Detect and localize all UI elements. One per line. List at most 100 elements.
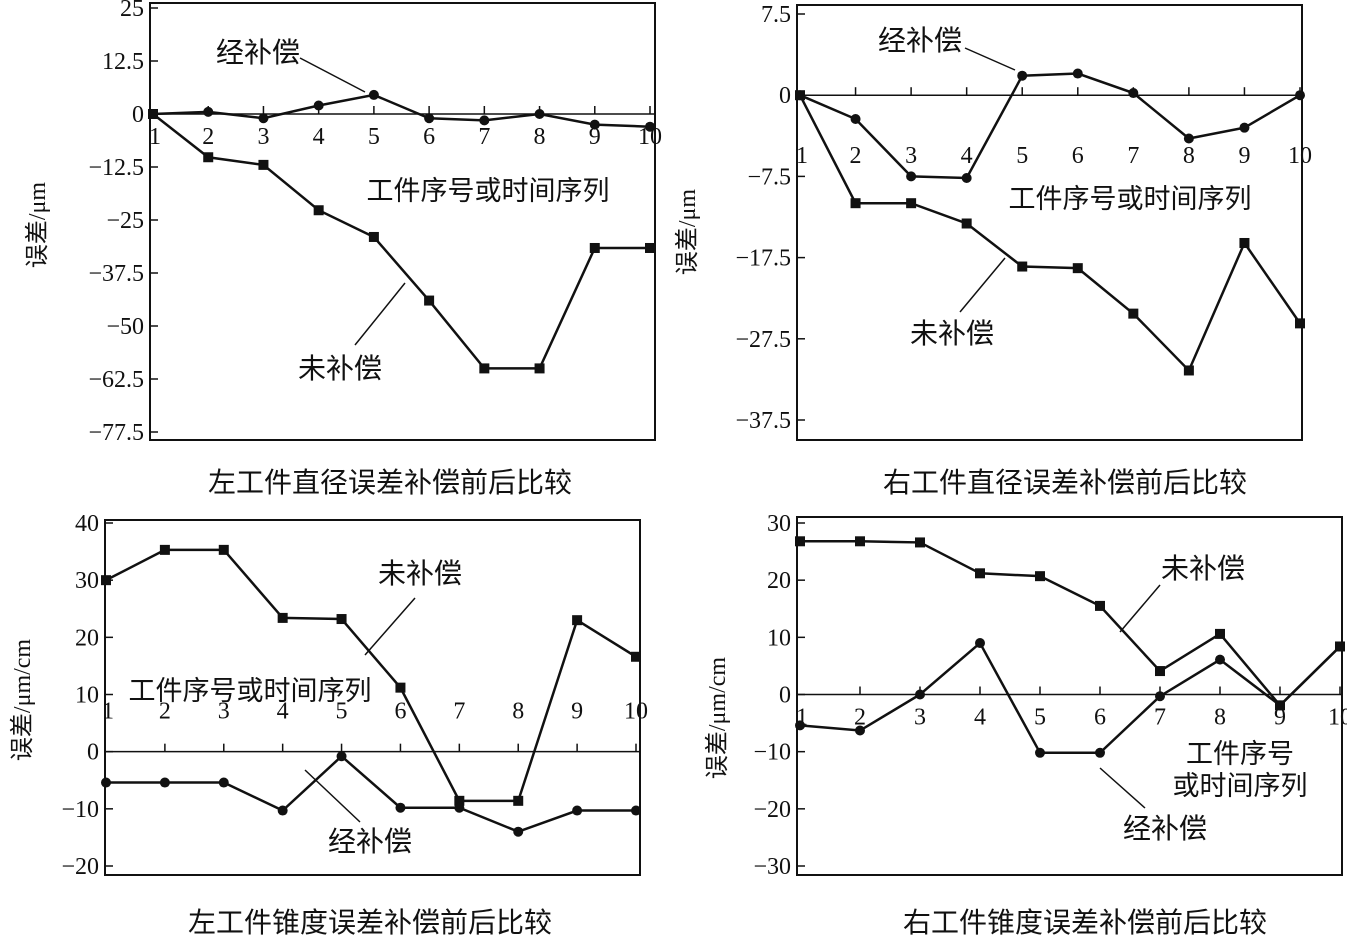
x-tick-label: 10 <box>624 699 648 725</box>
data-point-square <box>424 295 435 306</box>
x-axis-label-line: 工件序号 <box>1186 739 1294 769</box>
series-leader-line <box>1099 767 1146 809</box>
series-line <box>106 754 636 834</box>
data-point-square <box>645 242 655 253</box>
x-tick-label: 2 <box>854 705 866 731</box>
series-line <box>152 113 650 370</box>
plot-frame <box>104 519 641 876</box>
data-point-square <box>159 544 170 555</box>
plot-frame <box>796 516 1343 876</box>
y-axis-label: 误差/μm <box>674 189 701 276</box>
y-tick-label: −7.5 <box>747 164 791 190</box>
data-point-circle <box>218 777 229 788</box>
data-point-square <box>1215 628 1225 639</box>
x-axis-label-line: 或时间序列 <box>1173 771 1308 801</box>
y-tick-label: 30 <box>75 568 99 594</box>
data-point-circle <box>1095 747 1105 758</box>
y-tick-label: 0 <box>779 83 791 109</box>
y-tick-label: 30 <box>767 511 791 537</box>
data-point-circle <box>336 751 347 762</box>
x-tick-label: 1 <box>102 699 114 725</box>
series-leader-line <box>304 769 361 823</box>
y-tick-label: 10 <box>75 683 99 709</box>
y-tick-label: 20 <box>767 568 791 594</box>
x-tick-label: 6 <box>394 699 406 725</box>
data-point-square <box>454 795 465 806</box>
x-tick-label: 4 <box>313 124 325 150</box>
series-label: 经补偿 <box>216 37 300 69</box>
data-point-circle <box>915 689 925 700</box>
series-line <box>152 93 651 128</box>
x-tick-label: 1 <box>149 124 161 150</box>
data-point-square <box>850 198 861 209</box>
x-axis-label: 工件序号或时间序列 <box>1009 184 1252 214</box>
x-axis-label: 工件序号或时间序列 <box>129 676 372 706</box>
data-point-circle <box>1295 90 1305 101</box>
data-point-circle <box>1128 88 1139 99</box>
x-tick-label: 6 <box>423 124 435 150</box>
data-point-square <box>479 363 490 374</box>
x-tick-label: 8 <box>534 124 546 150</box>
x-tick-label: 2 <box>202 124 214 150</box>
series-leader-line <box>354 282 406 346</box>
data-point-square <box>218 544 229 555</box>
y-tick-label: −17.5 <box>735 246 791 272</box>
y-tick-label: 12.5 <box>102 49 144 75</box>
x-tick-label: 5 <box>336 699 348 725</box>
data-point-circle <box>975 638 985 649</box>
data-point-circle <box>1155 691 1165 702</box>
data-point-circle <box>589 119 600 130</box>
data-point-circle <box>203 106 214 117</box>
x-tick-label: 3 <box>218 699 230 725</box>
y-tick-label: −77.5 <box>88 420 144 446</box>
y-tick-label: −50 <box>106 314 144 340</box>
x-tick-label: 5 <box>368 124 380 150</box>
x-tick-label: 6 <box>1094 705 1106 731</box>
data-point-circle <box>454 802 465 813</box>
data-point-square <box>148 109 158 119</box>
x-tick-label: 2 <box>159 699 171 725</box>
data-point-square <box>795 90 805 101</box>
data-point-circle <box>572 805 583 816</box>
series-leader-line <box>1119 584 1161 633</box>
series-line <box>799 641 1341 755</box>
series-label: 未补偿 <box>298 353 382 385</box>
data-point-circle <box>1017 70 1028 81</box>
plot-frame <box>149 2 656 441</box>
y-tick-label: 25 <box>120 0 144 22</box>
x-tick-label: 7 <box>453 699 465 725</box>
chart-title: 左工件直径误差补偿前后比较 <box>208 467 572 499</box>
data-point-square <box>513 795 524 806</box>
data-point-circle <box>479 115 490 126</box>
y-tick-label: −25 <box>106 208 144 234</box>
x-tick-label: 7 <box>1127 143 1139 169</box>
data-point-square <box>961 218 972 229</box>
chart-panel-2: 7.5 0 −7.5 −17.5 −27.5 −37.5 误差/μm 1 2 3 4 5 6 7 8 9 10 工… <box>674 2 1312 499</box>
data-point-square <box>589 242 600 253</box>
data-point-circle <box>368 89 379 100</box>
chart-title: 右工件锥度误差补偿前后比较 <box>903 907 1267 939</box>
x-tick-label: 8 <box>1214 705 1226 731</box>
x-tick-label: 10 <box>1328 705 1347 731</box>
data-point-square <box>101 575 111 586</box>
y-tick-label: −37.5 <box>735 408 791 434</box>
y-tick-label: −20 <box>61 854 99 880</box>
data-point-circle <box>534 109 545 119</box>
data-point-circle <box>1335 641 1345 652</box>
data-point-circle <box>513 826 524 837</box>
data-point-circle <box>1239 122 1250 133</box>
series-line <box>800 540 1341 708</box>
series-line <box>798 94 1302 373</box>
x-tick-label: 7 <box>1154 705 1166 731</box>
y-tick-label: −37.5 <box>88 261 144 287</box>
x-tick-label: 7 <box>478 124 490 150</box>
series-leader-line <box>299 57 366 93</box>
data-point-square <box>855 536 865 547</box>
x-tick-label: 3 <box>914 705 926 731</box>
series-leader-line <box>959 257 1006 313</box>
data-point-square <box>534 363 545 374</box>
data-point-square <box>1095 600 1105 611</box>
